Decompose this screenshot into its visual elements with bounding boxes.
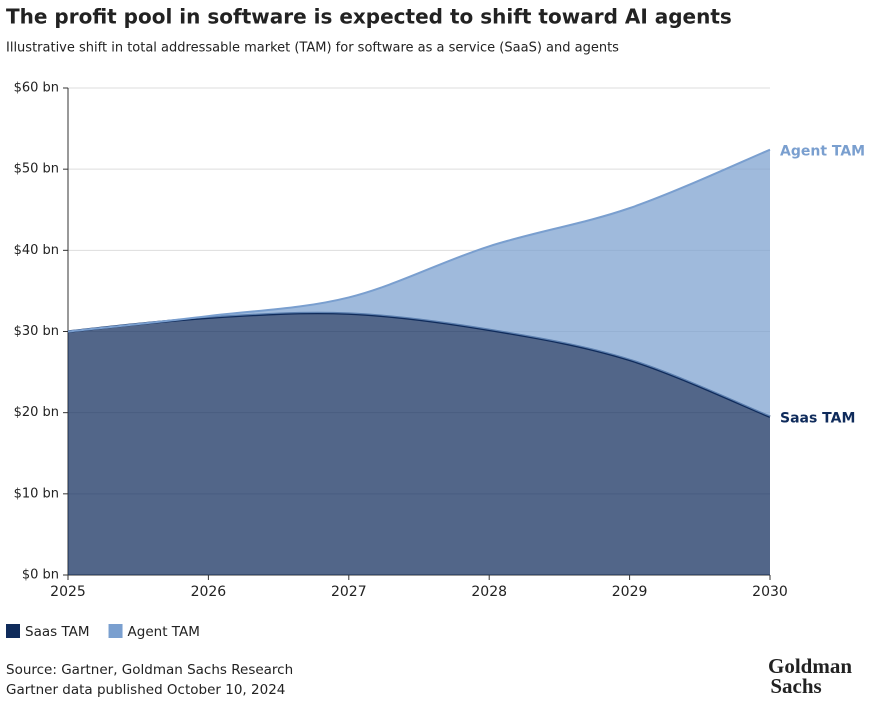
end-label: Saas TAM xyxy=(780,411,855,427)
y-tick-label: $10 bn xyxy=(14,486,59,501)
x-tick-label: 2028 xyxy=(471,584,507,600)
logo: Goldman xyxy=(768,654,852,678)
legend-label: Agent TAM xyxy=(128,624,200,640)
source-note: Gartner data published October 10, 2024 xyxy=(6,682,285,698)
y-tick-label: $30 bn xyxy=(14,324,59,339)
area xyxy=(68,312,770,575)
y-tick-label: $0 bn xyxy=(22,568,59,583)
legend-label: Saas TAM xyxy=(25,624,90,640)
source: Source: Gartner, Goldman Sachs Research xyxy=(6,662,293,678)
x-tick-label: 2029 xyxy=(612,584,648,600)
area xyxy=(68,149,770,417)
logo: Sachs xyxy=(770,674,821,698)
x-tick-label: 2027 xyxy=(331,584,367,600)
x-tick-label: 2030 xyxy=(752,584,788,600)
legend-swatch xyxy=(108,624,123,638)
y-tick-label: $50 bn xyxy=(14,162,59,177)
chart-title: The profit pool in software is expected … xyxy=(6,5,732,29)
end-label: Agent TAM xyxy=(780,144,865,160)
y-tick-label: $60 bn xyxy=(14,81,59,96)
legend-swatch xyxy=(6,624,20,638)
x-tick-label: 2025 xyxy=(50,584,86,600)
line xyxy=(67,148,771,333)
x-tick-label: 2026 xyxy=(191,584,227,600)
y-tick-label: $20 bn xyxy=(14,405,59,420)
chart-subtitle: Illustrative shift in total addressable … xyxy=(6,41,619,56)
y-tick-label: $40 bn xyxy=(14,243,59,258)
